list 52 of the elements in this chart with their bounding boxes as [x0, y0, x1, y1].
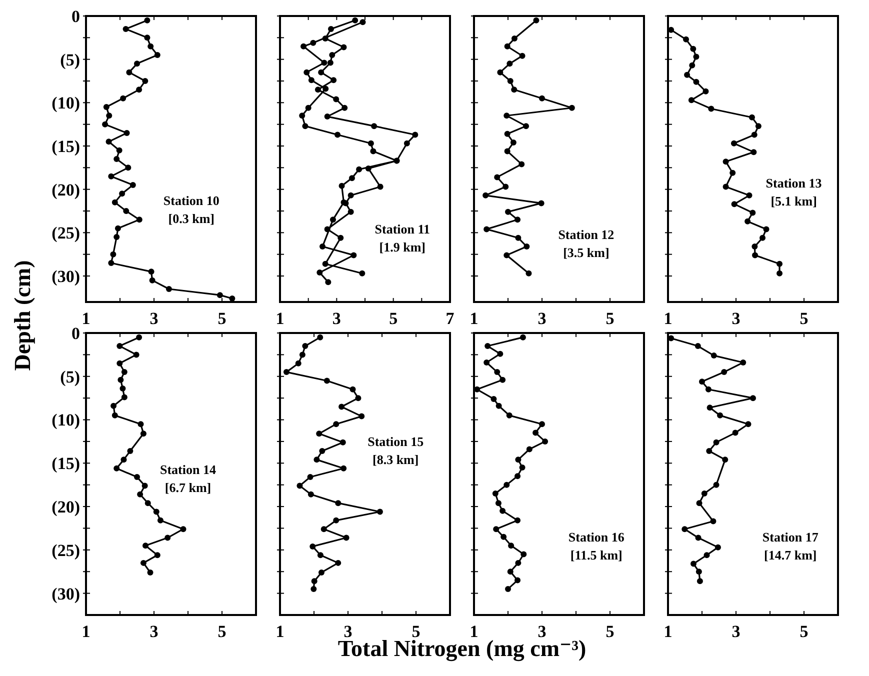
y-tick-label: (25)	[52, 224, 80, 243]
y-tick-label: 0	[72, 6, 80, 26]
y-tick-label: (20)	[52, 180, 80, 200]
x-tick-label: 3	[538, 309, 546, 328]
y-tick-label: 0	[72, 324, 80, 343]
y-tick-label: (20)	[52, 497, 80, 516]
annotation: Station 10	[163, 192, 220, 208]
x-tick-label: 5	[606, 622, 614, 641]
annotation: Station 11	[374, 221, 430, 236]
x-tick-label: 5	[800, 309, 808, 328]
x-tick-label: 5	[218, 309, 226, 328]
annotation: Station 16	[568, 530, 625, 545]
x-tick-label: 5	[218, 622, 226, 641]
x-tick-label: 1	[82, 309, 90, 328]
x-tick-label: 3	[332, 309, 341, 328]
x-tick-label: 3	[150, 622, 158, 641]
annotation: [14.7 km]	[764, 548, 817, 563]
x-tick-label: 1	[664, 622, 672, 641]
x-tick-label: 5	[389, 309, 398, 328]
x-tick-label: 1	[276, 622, 284, 641]
annotation: Station 12	[558, 227, 614, 242]
y-tick-label: (5)	[60, 50, 80, 70]
annotation: Station 15	[368, 434, 424, 449]
x-tick-label: 3	[732, 622, 740, 641]
x-tick-label: 1	[470, 309, 478, 328]
annotation: Station 17	[762, 530, 819, 545]
y-axis-title: Depth (cm)	[10, 260, 35, 371]
y-tick-label: (15)	[52, 136, 80, 156]
annotation: [3.5 km]	[563, 245, 610, 260]
y-tick-label: (10)	[52, 94, 80, 113]
y-tick-label: (15)	[52, 454, 80, 474]
annotation: Station 14	[160, 462, 216, 477]
y-tick-label: (10)	[52, 410, 80, 430]
annotation: Station 13	[766, 176, 822, 191]
y-tick-label: (30)	[52, 584, 80, 604]
x-tick-label: 5	[800, 622, 808, 641]
annotation: [6.7 km]	[164, 480, 212, 495]
x-tick-label: 1	[276, 309, 284, 328]
x-tick-label: 5	[606, 309, 614, 328]
annotation: [0.3 km]	[168, 210, 215, 226]
annotation: [5.1 km]	[770, 194, 817, 209]
y-tick-label: (5)	[60, 367, 80, 386]
x-tick-label: 3	[150, 309, 158, 328]
x-tick-label: 3	[732, 309, 740, 328]
annotation: [1.9 km]	[379, 239, 426, 254]
x-tick-label: 1	[664, 309, 672, 328]
y-tick-label: (25)	[52, 540, 80, 560]
x-tick-label: 1	[82, 622, 90, 641]
annotation: [11.5 km]	[570, 548, 622, 563]
y-tick-label: (30)	[52, 266, 80, 286]
annotation: [8.3 km]	[372, 452, 419, 467]
x-tick-label: 7	[446, 309, 455, 328]
